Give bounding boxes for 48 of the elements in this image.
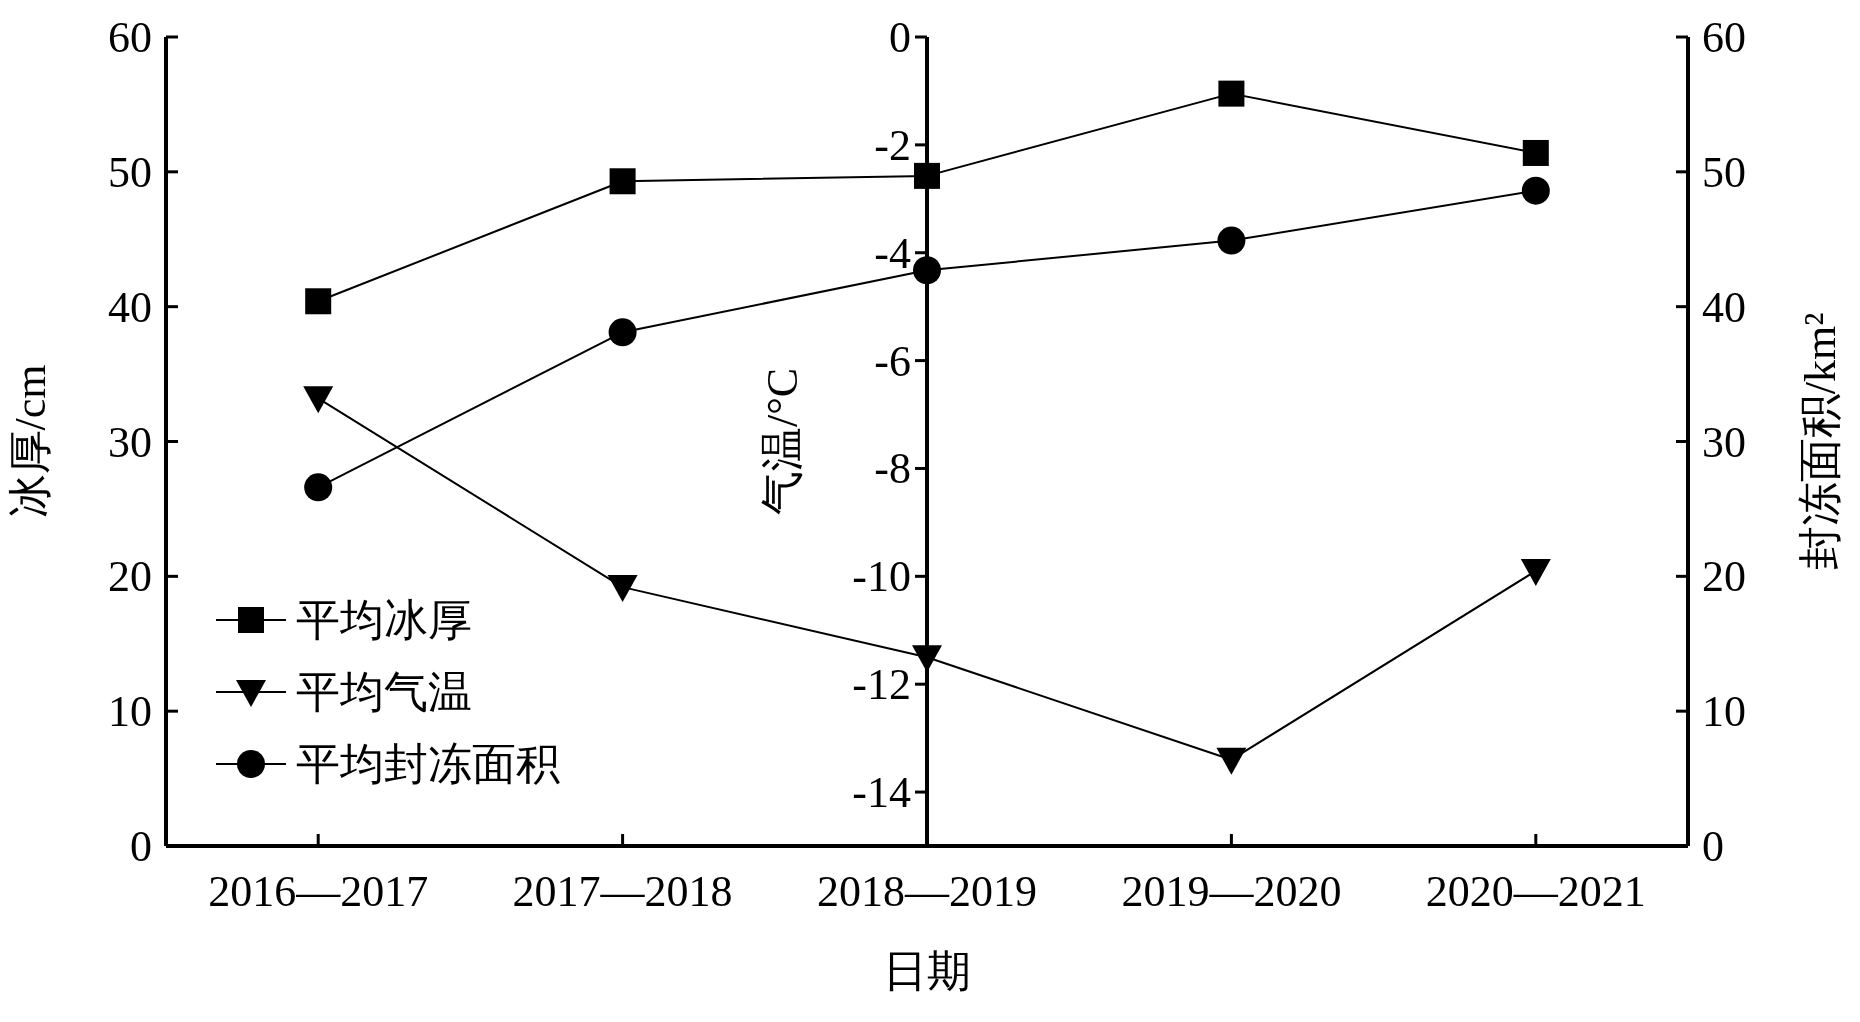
y3-axis-title: 气温/°C	[758, 367, 807, 516]
point	[608, 318, 637, 347]
y2-axis-title: 封冻面积/km²	[1796, 312, 1845, 571]
point	[1218, 80, 1245, 107]
x-tick-label: 2017—2018	[512, 867, 733, 916]
y-tick-label: 50	[108, 147, 152, 197]
legend-label: 平均气温	[296, 668, 472, 717]
point	[1216, 747, 1247, 775]
y3-tick-label: -14	[852, 768, 911, 818]
point	[305, 288, 332, 315]
x-axis-title: 日期	[883, 947, 971, 996]
y-axis-title: 冰厚/cm	[6, 364, 55, 519]
point	[304, 473, 333, 502]
y-tick-label: 0	[130, 822, 152, 871]
x-tick-label: 2016—2017	[208, 867, 429, 916]
legend-label: 平均封冻面积	[296, 740, 560, 789]
x-tick-label: 2018—2019	[817, 867, 1037, 916]
y2-tick-label: 50	[1702, 147, 1746, 197]
y2-tick-label: 60	[1702, 13, 1746, 62]
y2-tick-label: 10	[1702, 687, 1746, 737]
y3-tick-label: -4	[874, 228, 911, 278]
point	[303, 386, 334, 414]
y3-tick-label: 0	[889, 13, 911, 62]
point	[607, 575, 638, 603]
y-tick-label: 30	[108, 417, 152, 467]
y3-tick-label: -12	[852, 660, 911, 710]
y-tick-label: 20	[108, 552, 152, 602]
y-tick-label: 40	[108, 282, 152, 332]
y3-tick-label: -10	[852, 552, 911, 602]
point	[609, 168, 636, 195]
point	[1522, 139, 1549, 166]
y2-tick-label: 40	[1702, 282, 1746, 332]
y3-tick-label: -2	[874, 120, 911, 170]
y3-tick-label: -8	[874, 444, 911, 494]
point	[1520, 558, 1551, 586]
point	[1217, 226, 1246, 255]
y-tick-label: 60	[108, 13, 152, 62]
point	[913, 256, 941, 285]
point	[1521, 176, 1550, 205]
y3-tick-label: -6	[874, 336, 911, 386]
y2-tick-label: 30	[1702, 417, 1746, 467]
y-tick-label: 10	[108, 687, 152, 737]
y2-tick-label: 0	[1702, 822, 1724, 871]
x-tick-label: 2019—2020	[1121, 867, 1342, 916]
y2-tick-label: 20	[1702, 552, 1746, 602]
legend-label: 平均冰厚	[296, 596, 472, 645]
point	[914, 162, 940, 189]
x-tick-label: 2020—2021	[1425, 867, 1646, 916]
